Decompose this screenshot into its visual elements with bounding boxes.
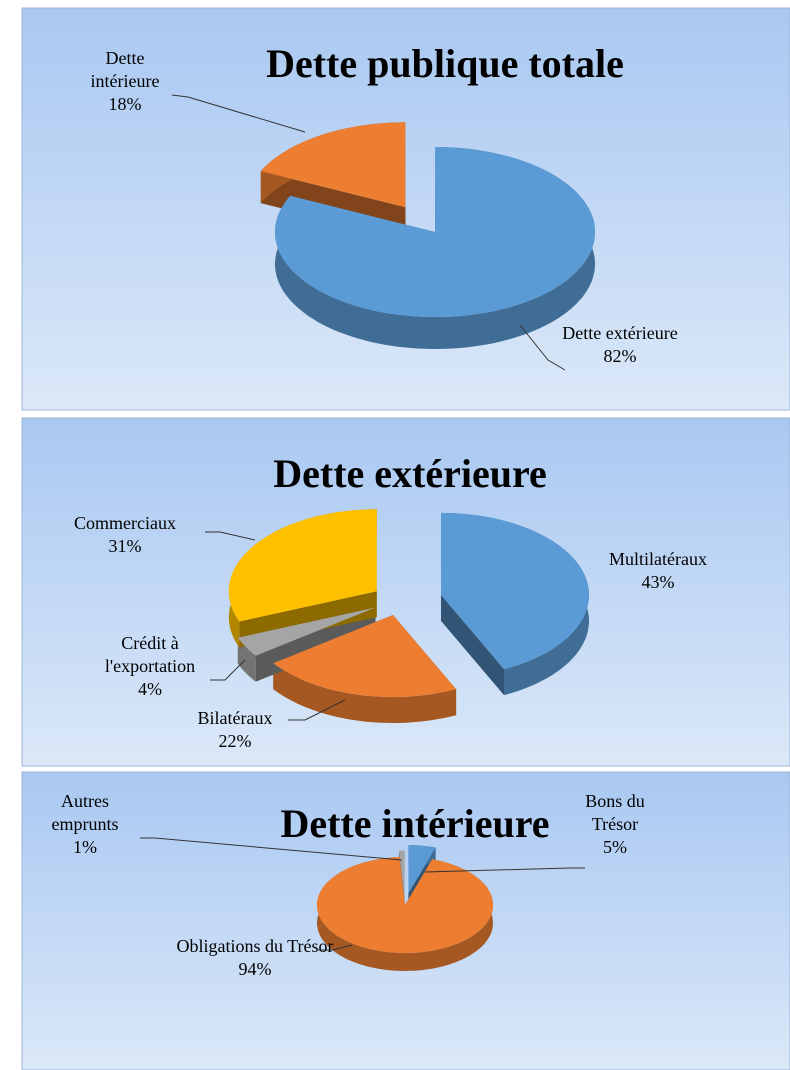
leader-line [171, 94, 306, 133]
value-label: 5% [603, 837, 627, 857]
slice [228, 509, 377, 622]
data-label: Commerciaux 31% [45, 512, 205, 558]
slice-side [273, 663, 457, 723]
leader-line [424, 867, 585, 873]
category-label: Bilatéraux [197, 708, 273, 728]
category-label: Obligations du Trésor [176, 936, 334, 956]
leader-line [288, 699, 346, 721]
chart-title: Dette intérieure [280, 801, 550, 846]
chart-title: Dette publique totale [266, 41, 624, 86]
category-label: Multilatéraux [609, 549, 707, 569]
leader-line [140, 837, 403, 861]
value-label: 1% [73, 837, 97, 857]
value-label: 31% [108, 536, 142, 556]
chart-title: Dette extérieure [273, 451, 547, 496]
slice [317, 857, 493, 953]
value-label: 94% [238, 959, 272, 979]
category-label: Crédit à l'exportation [104, 633, 196, 676]
value-label: 18% [108, 94, 142, 114]
slice [237, 607, 376, 656]
data-label: Multilatéraux 43% [588, 548, 728, 594]
slice [273, 615, 457, 697]
slice [399, 850, 405, 899]
slice [441, 512, 589, 670]
leader-line [205, 531, 256, 541]
slice [408, 845, 436, 894]
data-label: Bilatéraux 22% [165, 707, 305, 753]
leader-line [519, 324, 566, 371]
category-label: Bons du Trésor [585, 791, 645, 834]
category-label: Dette intérieure [90, 48, 160, 91]
data-label: Bons du Trésor 5% [560, 790, 670, 859]
data-label: Autres emprunts 1% [30, 790, 140, 859]
category-label: Autres emprunts [51, 791, 119, 834]
value-label: 4% [138, 679, 162, 699]
category-label: Dette extérieure [562, 323, 678, 343]
data-label: Crédit à l'exportation 4% [75, 632, 225, 701]
value-label: 82% [603, 346, 637, 366]
category-label: Commerciaux [74, 513, 176, 533]
slice-side [441, 594, 504, 696]
data-label: Dette extérieure 82% [555, 322, 685, 368]
slice [260, 122, 406, 208]
leader-line [210, 659, 246, 681]
slice-side [237, 637, 256, 682]
leader-line [318, 944, 353, 951]
data-label: Dette intérieure 18% [70, 47, 180, 116]
value-label: 43% [641, 572, 675, 592]
value-label: 22% [218, 731, 252, 751]
data-label: Obligations du Trésor 94% [170, 935, 340, 981]
slice [275, 147, 595, 317]
